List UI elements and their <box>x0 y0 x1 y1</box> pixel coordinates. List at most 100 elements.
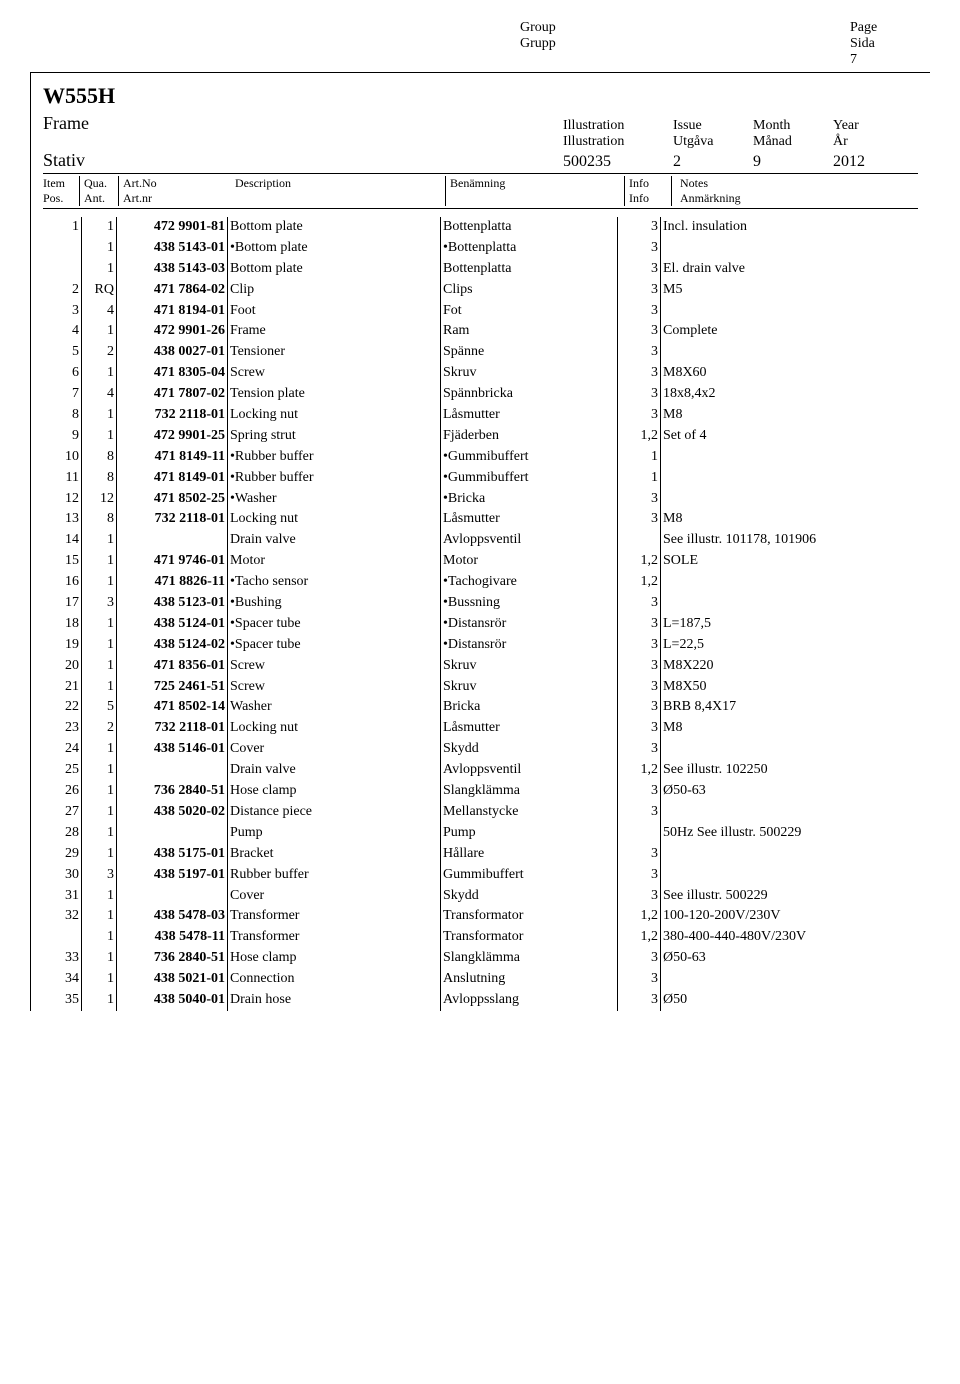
cell-item: 35 <box>43 990 82 1011</box>
col-item-sv: Pos. <box>43 191 79 206</box>
cell-item: 4 <box>43 321 82 342</box>
col-notes-en: Notes <box>680 176 918 191</box>
cell-item: 27 <box>43 802 82 823</box>
cell-item: 29 <box>43 844 82 865</box>
cell-info: 3 <box>618 593 661 614</box>
header-group-en: Group <box>520 20 850 36</box>
document-frame: W555H Frame Illustration Illustration Is… <box>30 72 930 1011</box>
page-header: Group Grupp Page Sida 7 <box>30 20 930 68</box>
cell-item: 16 <box>43 572 82 593</box>
cell-ben: Skydd <box>441 739 618 760</box>
cell-desc: Locking nut <box>228 509 441 530</box>
cell-qua: 1 <box>82 802 117 823</box>
cell-qua: 1 <box>82 321 117 342</box>
meta-month-en: Month <box>753 118 833 134</box>
parts-table: 11472 9901-81Bottom plateBottenplatta3In… <box>43 217 918 1011</box>
meta-issue-value: 2 <box>673 153 753 171</box>
cell-info: 3 <box>618 677 661 698</box>
cell-item: 14 <box>43 530 82 551</box>
cell-desc: Drain hose <box>228 990 441 1011</box>
cell-info: 1,2 <box>618 760 661 781</box>
table-row: 52438 0027-01TensionerSpänne3 <box>43 342 918 363</box>
doc-title: W555H <box>43 83 918 109</box>
cell-info: 3 <box>618 844 661 865</box>
cell-item: 18 <box>43 614 82 635</box>
cell-desc: Bracket <box>228 844 441 865</box>
cell-qua: 1 <box>82 238 117 259</box>
table-row: 1438 5478-11TransformerTransformator1,23… <box>43 927 918 948</box>
cell-ben: •Bussning <box>441 593 618 614</box>
cell-ben: •Gummibuffert <box>441 447 618 468</box>
cell-art <box>117 886 228 907</box>
cell-qua: 4 <box>82 301 117 322</box>
table-row: 74471 7807-02Tension plateSpännbricka318… <box>43 384 918 405</box>
meta-illustration-en: Illustration <box>563 118 673 134</box>
table-row: 271438 5020-02Distance pieceMellanstycke… <box>43 802 918 823</box>
cell-ben: Avloppsventil <box>441 530 618 551</box>
table-row: 191438 5124-02•Spacer tube•Distansrör3L=… <box>43 635 918 656</box>
table-row: 1438 5143-03Bottom plateBottenplatta3El.… <box>43 259 918 280</box>
cell-art: 438 5478-03 <box>117 906 228 927</box>
col-info-1: Info <box>629 176 671 191</box>
col-notes-sv: Anmärkning <box>680 191 918 206</box>
cell-item: 21 <box>43 677 82 698</box>
cell-notes: Incl. insulation <box>661 217 919 238</box>
cell-notes: See illustr. 102250 <box>661 760 919 781</box>
cell-art: 471 8502-14 <box>117 697 228 718</box>
cell-notes: El. drain valve <box>661 259 919 280</box>
cell-ben: Transformator <box>441 927 618 948</box>
cell-qua: 2 <box>82 342 117 363</box>
cell-info: 1,2 <box>618 551 661 572</box>
cell-qua: 1 <box>82 969 117 990</box>
cell-item: 6 <box>43 363 82 384</box>
cell-info: 3 <box>618 384 661 405</box>
cell-ben: Spänne <box>441 342 618 363</box>
cell-notes: 100-120-200V/230V <box>661 906 919 927</box>
cell-desc: Connection <box>228 969 441 990</box>
cell-qua: 5 <box>82 697 117 718</box>
cell-ben: Fot <box>441 301 618 322</box>
cell-qua: 1 <box>82 217 117 238</box>
cell-qua: 8 <box>82 509 117 530</box>
cell-art: 438 5175-01 <box>117 844 228 865</box>
cell-qua: 3 <box>82 865 117 886</box>
table-row: 232732 2118-01Locking nutLåsmutter3M8 <box>43 718 918 739</box>
cell-desc: Pump <box>228 823 441 844</box>
cell-desc: •Washer <box>228 489 441 510</box>
cell-notes: 50Hz See illustr. 500229 <box>661 823 919 844</box>
cell-info: 3 <box>618 865 661 886</box>
cell-art: 471 8149-11 <box>117 447 228 468</box>
table-row: 2RQ471 7864-02ClipClips3M5 <box>43 280 918 301</box>
cell-info: 3 <box>618 948 661 969</box>
cell-qua: 1 <box>82 614 117 635</box>
meta-issue-en: Issue <box>673 118 753 134</box>
cell-item: 24 <box>43 739 82 760</box>
cell-art: 438 5124-02 <box>117 635 228 656</box>
cell-qua: 1 <box>82 656 117 677</box>
cell-info: 1,2 <box>618 906 661 927</box>
meta-month-sv: Månad <box>753 134 833 150</box>
cell-desc: Locking nut <box>228 718 441 739</box>
table-row: 291438 5175-01BracketHållare3 <box>43 844 918 865</box>
cell-notes <box>661 468 919 489</box>
cell-art: 438 5478-11 <box>117 927 228 948</box>
cell-desc: •Spacer tube <box>228 614 441 635</box>
cell-art: 472 9901-25 <box>117 426 228 447</box>
cell-info: 1,2 <box>618 572 661 593</box>
cell-qua: 1 <box>82 405 117 426</box>
cell-art: 471 8502-25 <box>117 489 228 510</box>
cell-item: 2 <box>43 280 82 301</box>
cell-ben: •Tachogivare <box>441 572 618 593</box>
cell-info: 3 <box>618 656 661 677</box>
cell-ben: Pump <box>441 823 618 844</box>
cell-notes <box>661 969 919 990</box>
column-headers: Item Pos. Qua. Ant. Art.No Art.nr Descri… <box>43 174 918 209</box>
table-row: 151471 9746-01MotorMotor1,2SOLE <box>43 551 918 572</box>
cell-art: 438 0027-01 <box>117 342 228 363</box>
cell-ben: Bottenplatta <box>441 217 618 238</box>
cell-info: 3 <box>618 321 661 342</box>
table-row: 211725 2461-51ScrewSkruv3M8X50 <box>43 677 918 698</box>
cell-art: 472 9901-26 <box>117 321 228 342</box>
meta-month-value: 9 <box>753 153 833 171</box>
cell-qua: 1 <box>82 760 117 781</box>
